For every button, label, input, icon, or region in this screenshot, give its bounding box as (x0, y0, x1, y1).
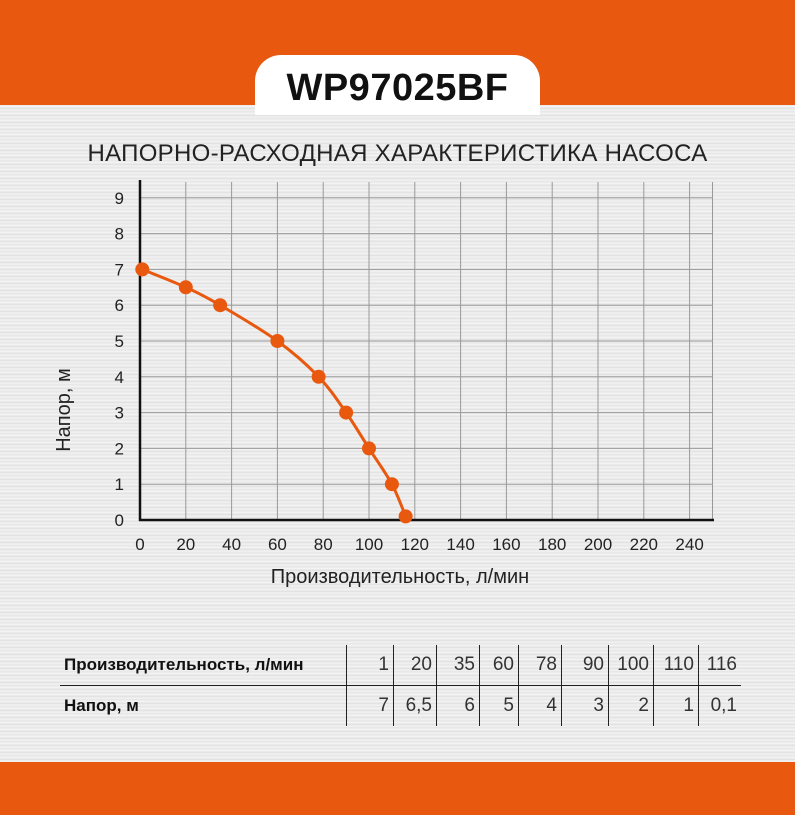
data-table: Производительность, л/мин 1 20 35 60 78 90 100 1… (60, 645, 741, 726)
y-tick-label: 7 (115, 260, 124, 279)
flow-cell: 100 (608, 645, 654, 686)
data-point (339, 405, 354, 420)
flow-cell: 20 (393, 645, 437, 686)
flow-cell: 60 (479, 645, 519, 686)
head-cell: 7 (346, 685, 394, 726)
x-tick-label: 20 (176, 535, 195, 554)
y-tick-label: 0 (115, 511, 124, 530)
head-cell: 1 (653, 685, 699, 726)
head-cell: 4 (518, 685, 562, 726)
data-point (135, 262, 150, 277)
flow-cell: 90 (561, 645, 609, 686)
pump-curve-chart: 0 20 40 60 80 100 120 140 160 180 200 220 240 0 1 2 3 4 5 6… (53, 180, 714, 588)
y-axis-label: Напор, м (53, 368, 75, 452)
flow-cell: 35 (436, 645, 480, 686)
flow-cell: 78 (518, 645, 562, 686)
y-tick-label: 3 (115, 404, 124, 423)
head-cell: 3 (561, 685, 609, 726)
x-tick-label: 60 (268, 535, 287, 554)
x-tick-label: 160 (492, 535, 520, 554)
row-label-head: Напор, м (64, 696, 139, 715)
x-tick-label: 100 (355, 535, 383, 554)
y-tick-label: 4 (115, 368, 124, 387)
row-label-flow: Производительность, л/мин (60, 645, 347, 686)
series-line (141, 268, 408, 518)
head-cell: 2 (608, 685, 654, 726)
x-tick-label: 200 (584, 535, 612, 554)
flow-cell: 116 (698, 645, 741, 686)
bottom-band (0, 762, 795, 815)
x-tick-label: 80 (314, 535, 333, 554)
data-point (384, 477, 399, 492)
x-axis-label: Производительность, л/мин (271, 566, 529, 588)
y-tick-label: 5 (115, 332, 124, 351)
y-tick-label: 2 (115, 439, 124, 458)
head-cell: 6,5 (393, 685, 437, 726)
y-tick-label: 9 (115, 189, 124, 208)
y-tick-label: 1 (115, 475, 124, 494)
head-cell: 6 (436, 685, 480, 726)
data-point (213, 298, 228, 313)
x-tick-label: 240 (675, 535, 703, 554)
data-point (270, 334, 285, 348)
y-tick-label: 8 (115, 225, 124, 244)
data-point (398, 509, 413, 524)
flow-cell: 1 (346, 645, 394, 686)
chart-title: НАПОРНО-РАСХОДНАЯ ХАРАКТЕРИСТИКА НАСОСА (87, 140, 708, 167)
data-point (311, 369, 326, 384)
data-point (178, 280, 193, 295)
x-tick-label: 220 (630, 535, 658, 554)
head-cell: 0,1 (698, 685, 741, 726)
x-tick-label: 180 (538, 535, 566, 554)
model-title: WP97025BF (255, 55, 540, 115)
x-tick-label: 40 (222, 535, 241, 554)
flow-cell: 110 (653, 645, 699, 686)
x-tick-label: 120 (401, 535, 429, 554)
y-tick-label: 6 (115, 296, 124, 315)
data-point (362, 441, 376, 456)
head-cell: 5 (479, 685, 519, 726)
x-tick-label: 140 (446, 535, 474, 554)
x-tick-label: 0 (135, 535, 144, 554)
